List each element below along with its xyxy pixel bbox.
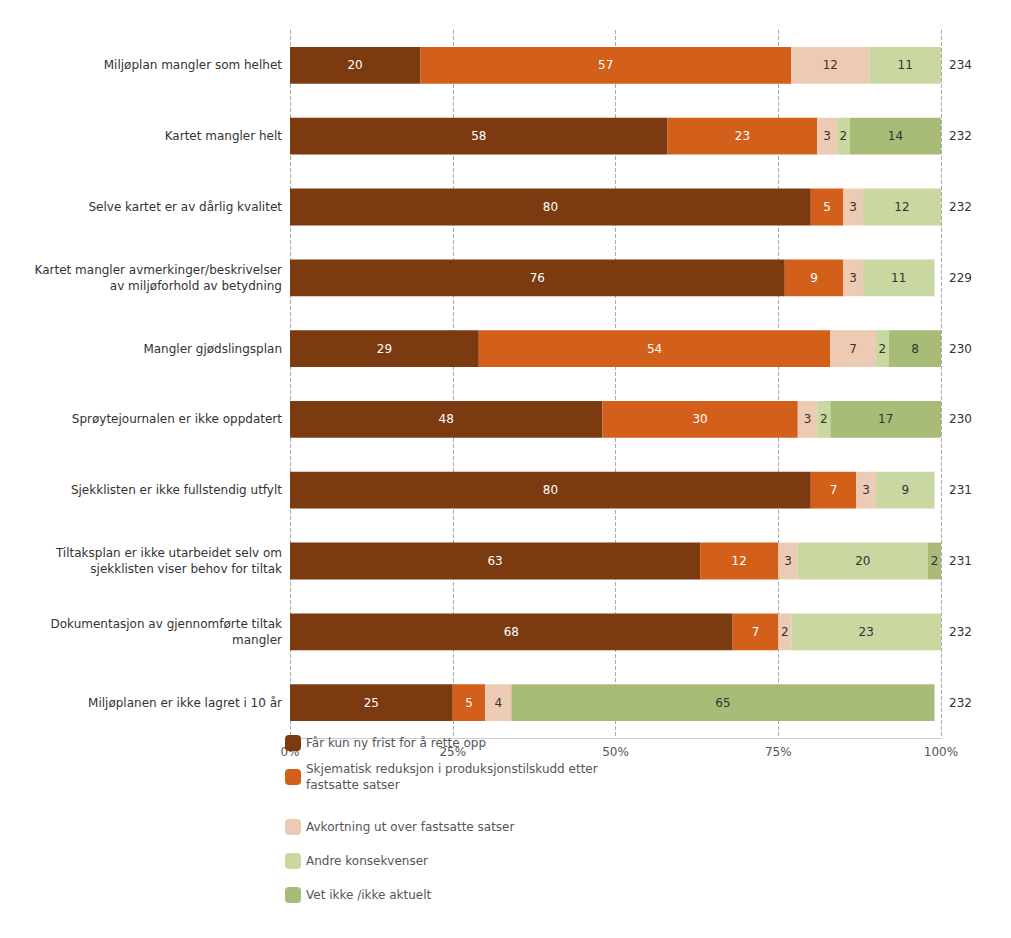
svg-text:20: 20 [855,554,870,568]
svg-text:Tiltaksplan er ikke utarbeidet: Tiltaksplan er ikke utarbeidet selv om [55,546,282,560]
svg-text:Sprøytejournalen er ikke oppda: Sprøytejournalen er ikke oppdatert [72,412,283,426]
svg-text:sjekklisten viser behov for ti: sjekklisten viser behov for tiltak [90,562,282,576]
svg-text:23: 23 [735,129,750,143]
svg-text:232: 232 [949,200,972,214]
svg-text:Avkortning ut over fastsatte s: Avkortning ut over fastsatte satser [306,820,514,834]
svg-text:12: 12 [894,200,909,214]
svg-text:Andre konsekvenser: Andre konsekvenser [306,854,428,868]
svg-text:50%: 50% [602,745,629,759]
svg-text:231: 231 [949,554,972,568]
svg-text:4: 4 [494,696,502,710]
svg-text:9: 9 [810,271,818,285]
svg-text:230: 230 [949,342,972,356]
svg-text:7: 7 [849,342,857,356]
svg-text:17: 17 [878,412,893,426]
svg-text:57: 57 [598,58,613,72]
svg-text:Mangler gjødslingsplan: Mangler gjødslingsplan [143,342,282,356]
svg-text:2: 2 [820,412,828,426]
svg-text:3: 3 [784,554,792,568]
svg-text:30: 30 [692,412,707,426]
svg-text:3: 3 [862,483,870,497]
svg-text:2: 2 [931,554,939,568]
svg-text:Kartet mangler avmerkinger/bes: Kartet mangler avmerkinger/beskrivelser [35,263,283,277]
svg-text:230: 230 [949,412,972,426]
svg-text:Skjematisk reduksjon i produks: Skjematisk reduksjon i produksjonstilsku… [306,762,601,776]
svg-text:232: 232 [949,696,972,710]
svg-text:9: 9 [901,483,909,497]
svg-text:7: 7 [830,483,838,497]
svg-text:Kartet mangler helt: Kartet mangler helt [165,129,283,143]
svg-text:8: 8 [911,342,919,356]
svg-text:3: 3 [823,129,831,143]
svg-text:3: 3 [849,271,857,285]
svg-text:58: 58 [471,129,486,143]
svg-text:Miljøplan mangler som helhet: Miljøplan mangler som helhet [104,58,283,72]
svg-text:229: 229 [949,271,972,285]
svg-text:54: 54 [647,342,662,356]
svg-text:2: 2 [879,342,887,356]
svg-text:80: 80 [543,200,558,214]
svg-text:14: 14 [888,129,903,143]
svg-text:25%: 25% [439,745,467,759]
svg-text:25: 25 [364,696,379,710]
svg-text:63: 63 [487,554,502,568]
svg-text:232: 232 [949,129,972,143]
svg-text:3: 3 [849,200,857,214]
svg-text:75%: 75% [765,745,792,759]
svg-text:80: 80 [543,483,558,497]
svg-text:3: 3 [804,412,812,426]
svg-text:234: 234 [949,58,972,72]
svg-text:5: 5 [465,696,473,710]
svg-text:Får kun ny frist for å rette o: Får kun ny frist for å rette opp [306,736,486,750]
svg-text:mangler: mangler [232,633,282,647]
svg-text:Sjekklisten er ikke fullstendi: Sjekklisten er ikke fullstendig utfylt [71,483,282,497]
svg-text:7: 7 [752,625,760,639]
svg-text:12: 12 [732,554,747,568]
svg-text:23: 23 [858,625,873,639]
svg-text:65: 65 [715,696,730,710]
svg-text:231: 231 [949,483,972,497]
svg-text:12: 12 [823,58,838,72]
svg-text:20: 20 [347,58,362,72]
svg-text:76: 76 [530,271,545,285]
svg-text:av miljøforhold av betydning: av miljøforhold av betydning [110,279,282,293]
svg-text:29: 29 [377,342,392,356]
svg-text:Miljøplanen er ikke lagret i 1: Miljøplanen er ikke lagret i 10 år [88,696,282,710]
svg-text:5: 5 [823,200,831,214]
svg-text:Selve kartet er av dårlig kval: Selve kartet er av dårlig kvalitet [88,200,282,214]
svg-text:100%: 100% [924,745,958,759]
svg-text:Dokumentasjon av gjennomførte: Dokumentasjon av gjennomførte tiltak [51,617,283,631]
svg-text:2: 2 [781,625,789,639]
svg-text:11: 11 [898,58,913,72]
svg-text:fastsatte satser: fastsatte satser [306,778,400,792]
svg-text:0%: 0% [280,745,300,759]
svg-text:48: 48 [439,412,454,426]
svg-text:Vet ikke /ikke aktuelt: Vet ikke /ikke aktuelt [306,888,432,902]
svg-text:2: 2 [840,129,848,143]
svg-text:232: 232 [949,625,972,639]
svg-text:68: 68 [504,625,519,639]
svg-text:11: 11 [891,271,906,285]
